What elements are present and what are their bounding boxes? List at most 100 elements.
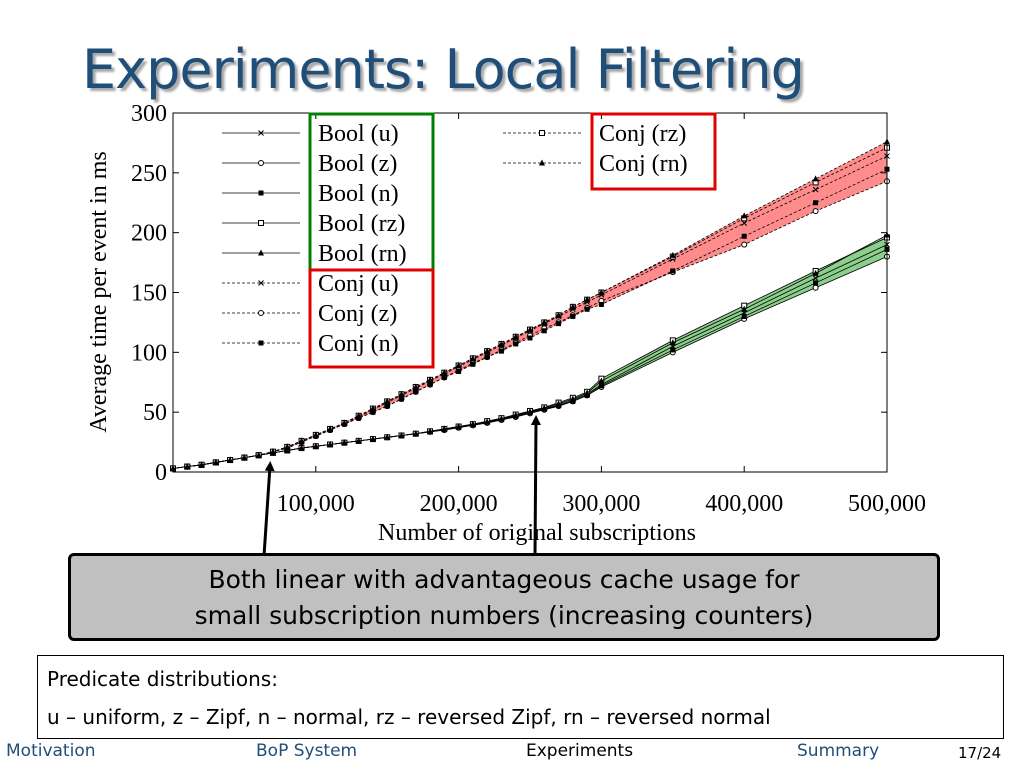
- data-point: [498, 340, 505, 347]
- legend-label: Bool (rz): [318, 211, 405, 237]
- legend-marker: [258, 130, 264, 136]
- x-tick-label: 200,000: [420, 491, 498, 517]
- legend-marker: [258, 190, 264, 196]
- data-point: [513, 341, 519, 347]
- data-point: [670, 268, 676, 274]
- nav-experiments[interactable]: Experiments: [526, 741, 634, 761]
- legend-label: Conj (rn): [599, 151, 688, 177]
- legend-label: Bool (n): [318, 181, 399, 207]
- legend-marker: [258, 340, 264, 346]
- x-tick-label: 500,000: [848, 491, 926, 517]
- data-point: [198, 461, 205, 468]
- data-point: [541, 328, 547, 334]
- series-line: [172, 237, 888, 469]
- legend-box-conj-extra: [590, 112, 717, 191]
- data-point: [555, 311, 562, 318]
- data-point: [598, 377, 605, 384]
- data-point: [284, 443, 291, 450]
- data-point: [569, 303, 576, 310]
- legend-marker: [258, 220, 264, 226]
- data-point: [384, 397, 391, 404]
- data-point: [741, 220, 748, 226]
- data-point: [813, 200, 819, 206]
- y-tick-label: 50: [143, 400, 167, 426]
- data-point: [812, 186, 819, 193]
- series-conj-rn: [170, 138, 890, 471]
- legend-entry: Conj (z): [222, 301, 397, 327]
- data-point: [227, 456, 234, 463]
- data-point: [412, 430, 419, 437]
- legend-label: Bool (z): [318, 151, 397, 177]
- data-point: [527, 408, 533, 415]
- chart: 0 50 100 150 200 250 300 100,000 200,000 300,000 4…: [86, 101, 926, 557]
- legend-marker: [258, 310, 264, 316]
- data-point: [556, 321, 562, 327]
- data-point: [741, 241, 748, 248]
- legend-label: Bool (rn): [318, 241, 407, 267]
- data-point: [298, 444, 305, 451]
- data-point: [527, 335, 533, 341]
- data-point: [184, 463, 191, 470]
- nav-summary[interactable]: Summary: [797, 741, 880, 761]
- legend-label: Conj (rz): [599, 121, 686, 147]
- y-tick-label: 100: [131, 340, 167, 366]
- data-point: [584, 296, 591, 303]
- data-point: [498, 348, 504, 354]
- data-point: [470, 361, 476, 367]
- y-tick-label: 0: [155, 460, 167, 486]
- data-point: [813, 280, 819, 286]
- data-point: [812, 275, 819, 281]
- series-line: [172, 249, 888, 469]
- legend-label: Conj (z): [318, 301, 397, 327]
- data-point: [384, 433, 391, 440]
- data-point: [498, 415, 505, 422]
- data-point: [212, 458, 219, 465]
- arrow-right: [530, 415, 541, 557]
- legend-entry: Bool (u): [222, 121, 399, 147]
- data-point: [669, 339, 676, 346]
- series-line: [172, 234, 888, 469]
- legend-entry: Bool (n): [222, 181, 399, 207]
- data-point: [384, 403, 390, 409]
- series-bool-n: [170, 246, 890, 471]
- data-point: [484, 347, 491, 354]
- legend-entry: Conj (rz): [503, 121, 686, 147]
- data-point: [812, 208, 819, 215]
- bool-band: [173, 235, 887, 469]
- distribution-info-box: Predicate distributions: u – uniform, z …: [37, 655, 1004, 739]
- y-axis-label: Average time per event in ms: [86, 151, 112, 432]
- data-point: [584, 306, 590, 312]
- legend-entry: Bool (z): [222, 151, 397, 177]
- data-point: [398, 390, 405, 397]
- data-point: [741, 313, 747, 319]
- x-axis-label: Number of original subscriptions: [378, 520, 696, 546]
- data-point: [427, 376, 434, 383]
- data-point: [455, 423, 462, 430]
- series-line: [172, 147, 888, 469]
- data-point: [670, 347, 676, 353]
- data-point: [427, 427, 434, 434]
- data-point: [456, 368, 462, 374]
- data-point: [570, 313, 576, 319]
- data-point: [812, 269, 819, 276]
- legend-entry: Conj (u): [222, 271, 399, 297]
- page-number: 17/24: [958, 744, 1002, 762]
- x-tick-label: 300,000: [562, 491, 640, 517]
- data-point: [441, 425, 448, 432]
- data-point: [327, 425, 334, 432]
- slide-title: Experiments: Local Filtering: [82, 38, 805, 101]
- x-tick-label: 400,000: [705, 491, 783, 517]
- legend-label: Conj (n): [318, 331, 399, 357]
- y-tick-label: 300: [131, 101, 167, 127]
- data-point: [812, 284, 819, 291]
- data-point: [398, 396, 404, 402]
- nav-bop-system[interactable]: BoP System: [256, 741, 358, 761]
- y-tick-label: 250: [131, 161, 167, 187]
- legend-marker: [258, 160, 264, 166]
- info-heading: Predicate distributions:: [47, 667, 278, 691]
- data-point: [584, 389, 591, 396]
- data-point: [569, 395, 576, 402]
- data-point: [741, 305, 748, 312]
- data-point: [269, 448, 276, 455]
- nav-motivation[interactable]: Motivation: [6, 741, 96, 761]
